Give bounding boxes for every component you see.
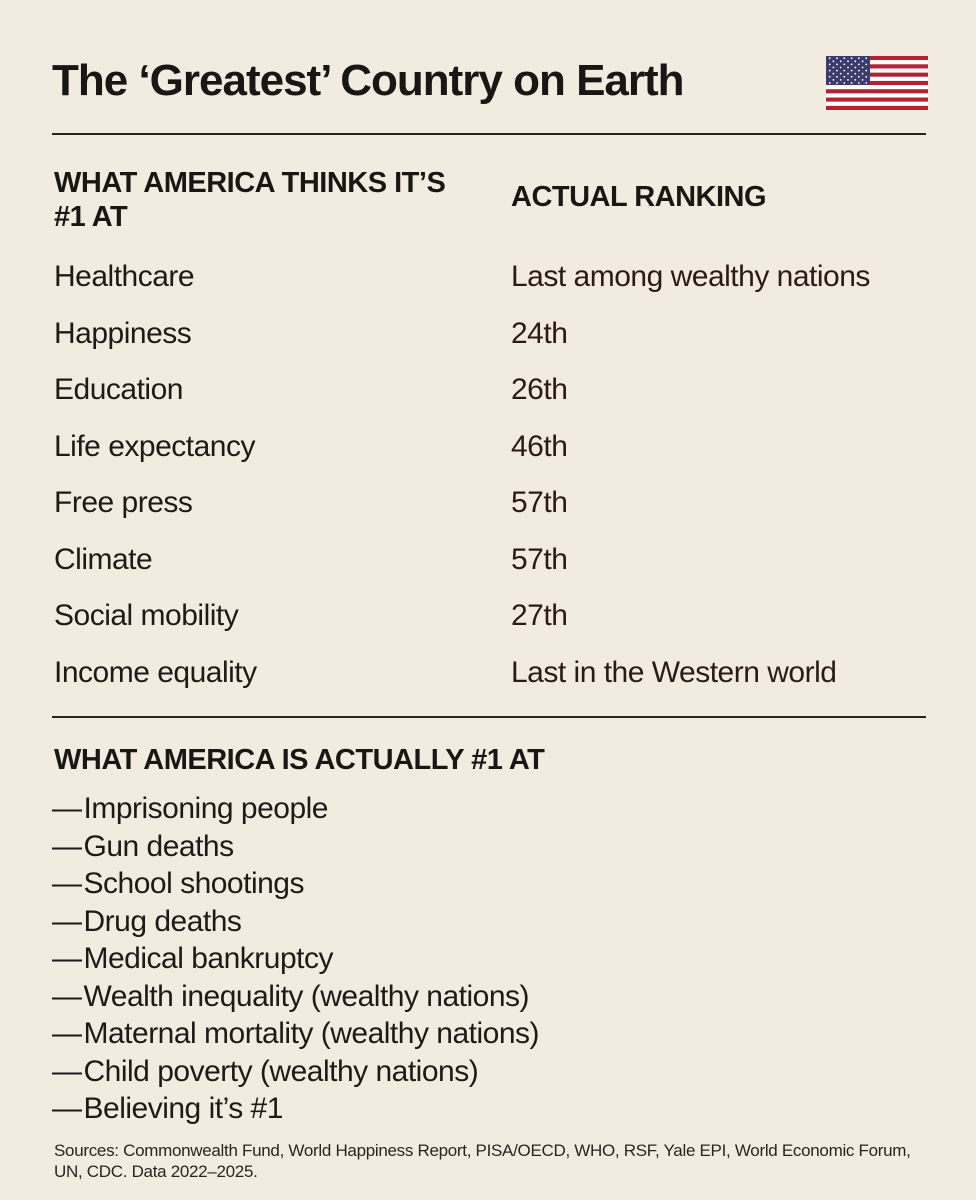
ranking-row: Healthcare Last among wealthy nations bbox=[54, 250, 934, 307]
list-item-label: Child poverty (wealthy nations) bbox=[83, 1054, 479, 1088]
ranking-list: Healthcare Last among wealthy nations Happ… bbox=[54, 250, 934, 702]
list-item-label: Medical bankruptcy bbox=[83, 942, 334, 975]
ranking-value: Last in the Western world bbox=[511, 655, 837, 689]
ranking-row: Happiness 24th bbox=[54, 307, 934, 364]
list-item-label: Believing it’s #1 bbox=[83, 1092, 284, 1125]
ranking-value: 46th bbox=[511, 429, 568, 463]
ranking-category: Climate bbox=[54, 542, 153, 576]
ranking-row: Climate 57th bbox=[54, 533, 934, 590]
ranking-value: 27th bbox=[511, 599, 568, 632]
ranking-category: Life expectancy bbox=[54, 429, 255, 463]
ranking-row: Income equality Last in the Western world bbox=[54, 646, 934, 703]
ranking-value: 57th bbox=[511, 542, 568, 576]
ranking-category: Happiness bbox=[54, 316, 192, 350]
column-header-thinks: WHAT AMERICA THINKS IT’S #1 AT bbox=[54, 167, 446, 233]
dash-bullet: — bbox=[52, 829, 82, 863]
title-row: The ‘Greatest’ Country on Earth bbox=[52, 52, 932, 122]
list-item: —Wealth inequality (wealthy nations) bbox=[52, 978, 932, 1016]
actually-number-one-heading: WHAT AMERICA IS ACTUALLY #1 AT bbox=[54, 744, 545, 776]
ranking-row: Social mobility 27th bbox=[54, 589, 934, 646]
list-item-label: Imprisoning people bbox=[83, 792, 329, 825]
dash-bullet: — bbox=[52, 867, 82, 900]
dash-bullet: — bbox=[52, 1092, 82, 1125]
dash-bullet: — bbox=[52, 792, 82, 825]
ranking-category: Education bbox=[54, 373, 183, 406]
list-item-label: Maternal mortality (wealthy nations) bbox=[83, 1017, 540, 1050]
list-item-label: Drug deaths bbox=[83, 904, 242, 938]
list-item: —Maternal mortality (wealthy nations) bbox=[52, 1015, 932, 1053]
list-item: —Drug deaths bbox=[52, 903, 932, 941]
page-title: The ‘Greatest’ Country on Earth bbox=[52, 56, 685, 105]
ranking-value: 26th bbox=[511, 373, 568, 406]
ranking-category: Income equality bbox=[54, 655, 257, 689]
ranking-value: 24th bbox=[511, 316, 568, 350]
list-item-label: Wealth inequality (wealthy nations) bbox=[83, 979, 530, 1013]
column-header-actual-ranking: ACTUAL RANKING bbox=[511, 181, 767, 213]
ranking-category: Social mobility bbox=[54, 599, 239, 632]
list-item: —Child poverty (wealthy nations) bbox=[52, 1053, 932, 1091]
top-divider bbox=[52, 133, 926, 135]
ranking-value: 57th bbox=[511, 486, 568, 519]
middle-divider bbox=[52, 716, 926, 718]
actually-number-one-list: —Imprisoning people —Gun deaths —School sh… bbox=[52, 790, 932, 1128]
list-item: —Imprisoning people bbox=[52, 790, 932, 828]
list-item-label: Gun deaths bbox=[83, 829, 235, 863]
sources-note: Sources: Commonwealth Fund, World Happin… bbox=[54, 1141, 911, 1181]
list-item: —Believing it’s #1 bbox=[52, 1090, 932, 1128]
ranking-value: Last among wealthy nations bbox=[511, 260, 870, 293]
ranking-category: Healthcare bbox=[54, 260, 195, 293]
ranking-row: Education 26th bbox=[54, 363, 934, 420]
ranking-category: Free press bbox=[54, 486, 193, 519]
dash-bullet: — bbox=[52, 1017, 82, 1050]
dash-bullet: — bbox=[52, 904, 82, 938]
us-flag-icon bbox=[826, 56, 928, 110]
dash-bullet: — bbox=[52, 942, 82, 975]
list-item-label: School shootings bbox=[83, 867, 305, 900]
list-item: —Medical bankruptcy bbox=[52, 940, 932, 978]
dash-bullet: — bbox=[52, 979, 82, 1013]
ranking-row: Life expectancy 46th bbox=[54, 420, 934, 477]
list-item: —School shootings bbox=[52, 865, 932, 903]
dash-bullet: — bbox=[52, 1054, 82, 1088]
ranking-row: Free press 57th bbox=[54, 476, 934, 533]
list-item: —Gun deaths bbox=[52, 828, 932, 866]
